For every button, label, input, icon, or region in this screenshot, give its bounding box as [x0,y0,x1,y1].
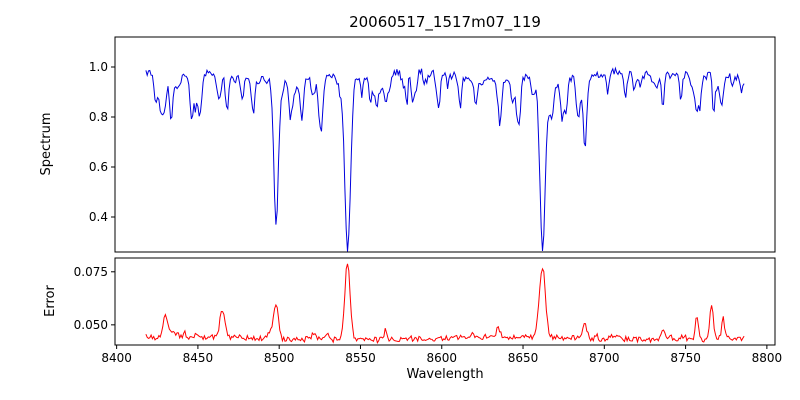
spectrum-y-axis-label: Spectrum [39,113,54,176]
error-line [145,263,745,344]
x-tick-label: 8600 [426,351,457,365]
spectrum-axes-frame [114,36,776,253]
y-tick-label: 0.050 [74,318,108,332]
x-tick-label: 8750 [670,351,701,365]
x-tick-label: 8450 [183,351,214,365]
error-axes-frame [114,257,776,346]
axis-ticks: 8400 8450 8500 8550 8600 8650 8700 8750 8800 0.4 0… [74,60,783,365]
spectrum-line [145,66,745,252]
y-tick-label: 0.4 [89,210,108,224]
y-tick-label: 0.075 [74,265,108,279]
y-tick-label: 0.8 [89,110,108,124]
x-tick-label: 8650 [508,351,539,365]
error-y-axis-label: Error [43,285,58,317]
x-tick-label: 8800 [752,351,783,365]
x-tick-label: 8550 [345,351,376,365]
x-tick-label: 8400 [101,351,132,365]
x-tick-label: 8500 [264,351,295,365]
x-axis-label: Wavelength [406,367,483,382]
chart-title: 20060517_1517m07_119 [349,13,541,32]
y-tick-label: 1.0 [89,60,108,74]
y-tick-label: 0.6 [89,160,108,174]
x-tick-label: 8700 [589,351,620,365]
